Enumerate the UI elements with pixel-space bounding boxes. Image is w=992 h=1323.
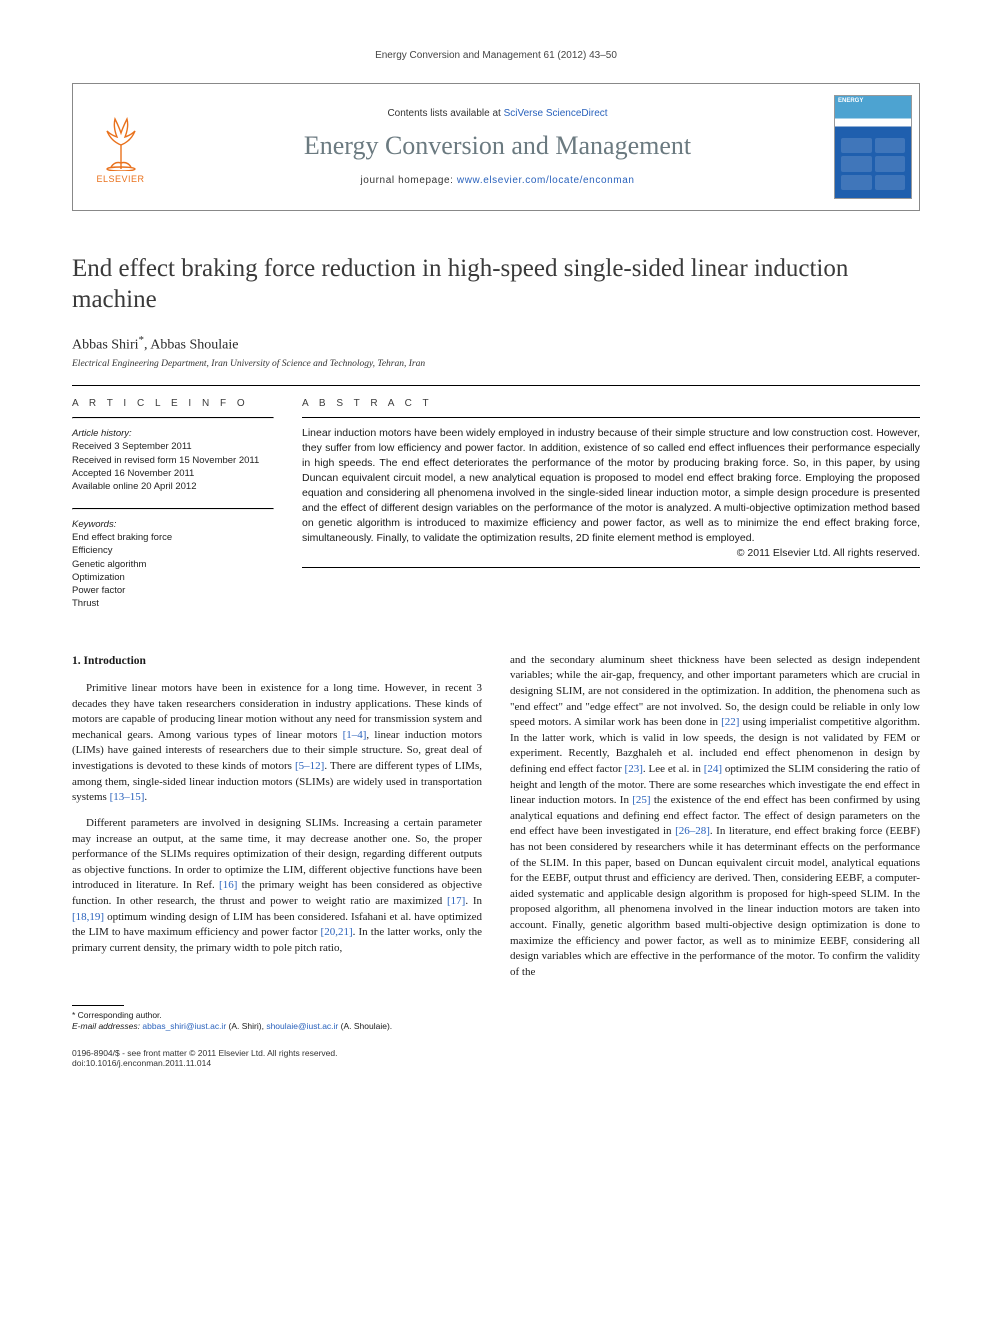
citation[interactable]: [25] — [632, 794, 650, 806]
abstract-rule-bottom — [302, 567, 920, 568]
keyword-item: End effect braking force — [72, 531, 274, 544]
author-1: Abbas Shiri — [72, 337, 139, 352]
email-1-name: (A. Shiri), — [229, 1021, 264, 1031]
authors-line: Abbas Shiri*, Abbas Shoulaie — [72, 334, 920, 354]
abstract-text: Linear induction motors have been widely… — [302, 426, 920, 545]
journal-homepage-link[interactable]: www.elsevier.com/locate/enconman — [457, 175, 635, 186]
masthead-center: Contents lists available at SciVerse Sci… — [168, 84, 827, 210]
journal-masthead: ELSEVIER Contents lists available at Sci… — [72, 83, 920, 211]
history-received: Received 3 September 2011 — [72, 440, 274, 453]
cover-thumb-box: ENERGY — [827, 84, 919, 210]
homepage-prefix: journal homepage: — [360, 175, 456, 186]
contents-available-line: Contents lists available at SciVerse Sci… — [387, 108, 607, 119]
abstract-copyright: © 2011 Elsevier Ltd. All rights reserved… — [302, 547, 920, 559]
article-title: End effect braking force reduction in hi… — [72, 253, 920, 316]
sciencedirect-link[interactable]: SciVerse ScienceDirect — [504, 108, 608, 119]
section-1-para-1: Primitive linear motors have been in exi… — [72, 681, 482, 806]
keyword-item: Genetic algorithm — [72, 558, 274, 571]
keyword-item: Thrust — [72, 597, 274, 610]
contents-prefix: Contents lists available at — [387, 108, 503, 119]
section-1-heading: 1. Introduction — [72, 653, 482, 669]
email-2-name: (A. Shoulaie). — [341, 1021, 393, 1031]
email-addresses-label: E-mail addresses: — [72, 1021, 140, 1031]
divider-top — [72, 385, 920, 386]
citation[interactable]: [23] — [625, 763, 643, 775]
elsevier-tree-icon — [91, 110, 151, 172]
history-accepted: Accepted 16 November 2011 — [72, 467, 274, 480]
abstract-rule — [302, 417, 920, 418]
history-label: Article history: — [72, 427, 274, 440]
citation[interactable]: [18,19] — [72, 911, 104, 923]
corresponding-author-line: * Corresponding author. — [72, 1010, 479, 1021]
info-rule-2 — [72, 508, 274, 510]
citation[interactable]: [13–15] — [110, 791, 145, 803]
citation[interactable]: [22] — [721, 716, 739, 728]
section-1-para-3: and the secondary aluminum sheet thickne… — [510, 653, 920, 981]
citation[interactable]: [20,21] — [321, 926, 353, 938]
citation[interactable]: [24] — [704, 763, 722, 775]
publisher-name: ELSEVIER — [96, 174, 144, 184]
affiliation: Electrical Engineering Department, Iran … — [72, 359, 920, 369]
abstract-heading: A B S T R A C T — [302, 398, 920, 409]
corresponding-footnote: * Corresponding author. E-mail addresses… — [72, 999, 479, 1033]
email-2[interactable]: shoulaie@iust.ac.ir — [266, 1021, 338, 1031]
article-history: Article history: Received 3 September 20… — [72, 427, 274, 493]
citation[interactable]: [16] — [219, 879, 237, 891]
article-info-column: A R T I C L E I N F O Article history: R… — [72, 396, 274, 625]
cover-thumb-title: ENERGY — [838, 98, 908, 105]
info-rule-1 — [72, 417, 274, 419]
citation[interactable]: [5–12] — [295, 760, 324, 772]
journal-cover-thumb: ENERGY — [834, 95, 912, 199]
keywords-block: Keywords: End effect braking force Effic… — [72, 518, 274, 611]
running-head: Energy Conversion and Management 61 (201… — [72, 50, 920, 61]
journal-homepage-line: journal homepage: www.elsevier.com/locat… — [360, 175, 634, 186]
doi-line: doi:10.1016/j.enconman.2011.11.014 — [72, 1058, 920, 1068]
publisher-logo-box: ELSEVIER — [73, 84, 168, 210]
section-1-para-2: Different parameters are involved in des… — [72, 816, 482, 956]
keywords-label: Keywords: — [72, 518, 274, 531]
author-2: Abbas Shoulaie — [150, 337, 238, 352]
history-revised: Received in revised form 15 November 201… — [72, 454, 274, 467]
citation[interactable]: [1–4] — [343, 729, 367, 741]
issn-line: 0196-8904/$ - see front matter © 2011 El… — [72, 1048, 920, 1058]
email-1[interactable]: abbas_shiri@iust.ac.ir — [142, 1021, 226, 1031]
article-info-heading: A R T I C L E I N F O — [72, 398, 274, 409]
journal-title: Energy Conversion and Management — [304, 131, 691, 161]
citation[interactable]: [26–28] — [675, 825, 710, 837]
abstract-column: A B S T R A C T Linear induction motors … — [302, 396, 920, 625]
citation[interactable]: [17] — [447, 895, 465, 907]
history-online: Available online 20 April 2012 — [72, 480, 274, 493]
keyword-item: Efficiency — [72, 544, 274, 557]
keyword-item: Power factor — [72, 584, 274, 597]
body-two-column: 1. Introduction Primitive linear motors … — [72, 653, 920, 981]
footer-meta: 0196-8904/$ - see front matter © 2011 El… — [72, 1048, 920, 1068]
keyword-item: Optimization — [72, 571, 274, 584]
